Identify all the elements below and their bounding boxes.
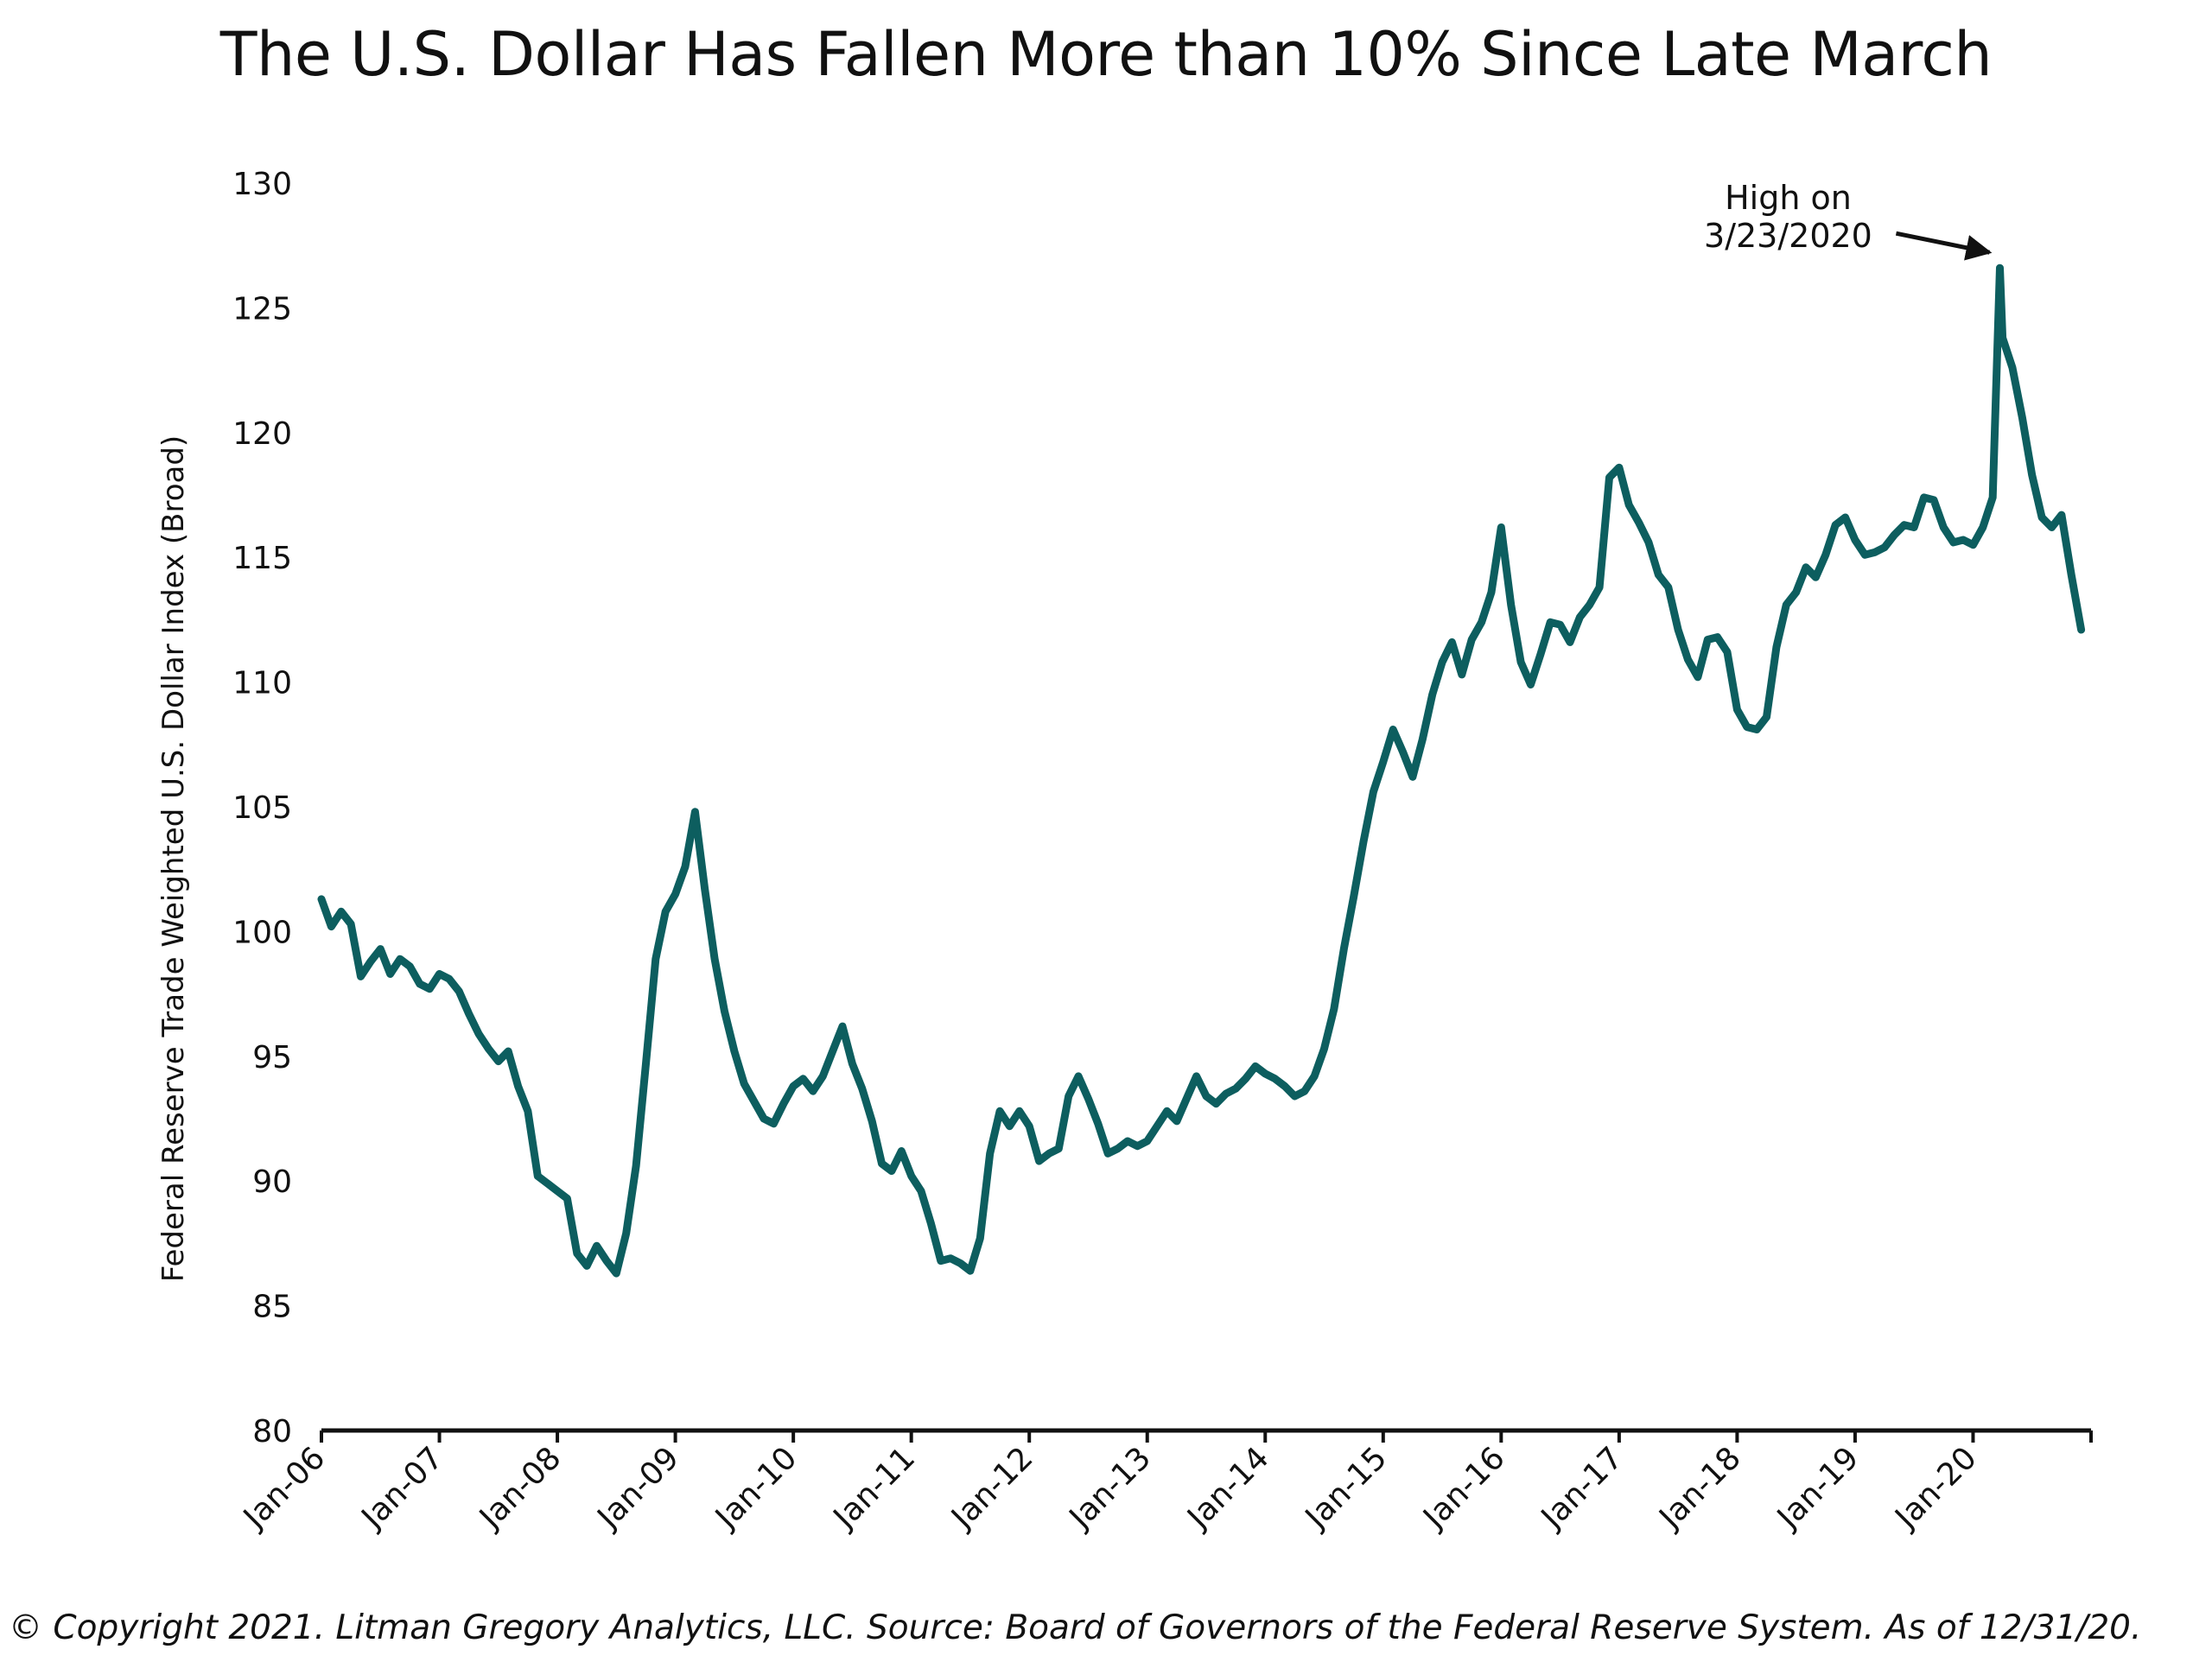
x-tick-label: Jan-13 [1062,1440,1158,1536]
annotation-arrow [1895,231,1993,261]
y-tick-label: 125 [232,291,292,327]
y-tick-label: 90 [252,1164,292,1200]
x-tick-label: Jan-20 [1888,1440,1984,1536]
y-tick-label: 120 [232,416,292,452]
annotation-layer: High on 3/23/2020 [1704,179,1993,261]
x-tick-label: Jan-07 [354,1440,450,1536]
footer-note: © Copyright 2021. Litman Gregory Analyti… [9,1608,2142,1647]
x-axis [320,1428,2093,1443]
x-tick-label: Jan-18 [1652,1440,1748,1536]
annotation-label-line2: 3/23/2020 [1704,217,1872,255]
y-tick-label: 130 [232,167,292,202]
dollar-index-line [317,263,2086,1278]
annotation-label-line1: High on [1725,179,1852,217]
x-tick-label: Jan-08 [472,1440,568,1536]
x-tick-label: Jan-09 [590,1440,686,1536]
y-tick-label: 115 [232,541,292,576]
x-tick-label: Jan-10 [708,1440,804,1536]
x-tick-label: Jan-15 [1298,1440,1394,1536]
x-tick-label: Jan-06 [236,1440,332,1536]
x-tick-label: Jan-12 [944,1440,1039,1536]
y-tick-label: 100 [232,915,292,950]
series-layer [317,263,2086,1278]
x-tick-label: Jan-19 [1770,1440,1866,1536]
chart-title: The U.S. Dollar Has Fallen More than 10%… [219,19,1993,90]
x-tick-label: Jan-16 [1415,1440,1511,1536]
x-axis-tick-labels: Jan-06 Jan-07 Jan-08 Jan-09 Jan-10 Jan-11 Jan-… [236,1440,1984,1536]
y-tick-label: 95 [252,1040,292,1075]
y-tick-label: 85 [252,1290,292,1325]
y-axis-title: Federal Reserve Trade Weighted U.S. Doll… [156,435,191,1282]
y-tick-label: 105 [232,790,292,826]
y-axis-tick-labels: 80 85 90 95 100 105 110 115 120 125 130 [232,167,292,1449]
x-tick-label: Jan-11 [826,1440,922,1536]
y-tick-label: 80 [252,1414,292,1449]
x-tick-label: Jan-17 [1534,1440,1630,1536]
x-tick-label: Jan-14 [1179,1440,1275,1536]
y-tick-label: 110 [232,666,292,701]
